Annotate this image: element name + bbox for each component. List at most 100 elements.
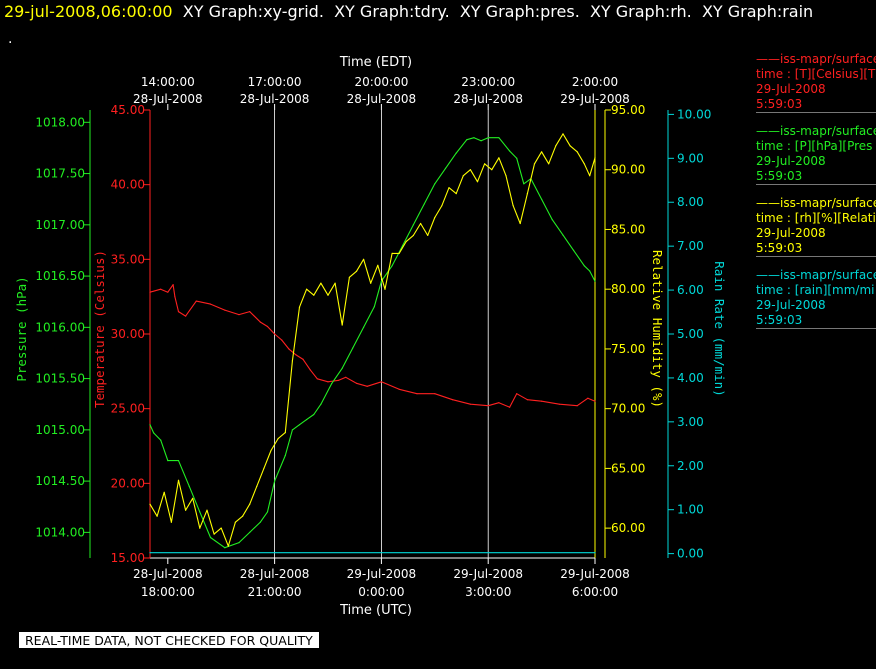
temperature-data-point [366, 385, 368, 387]
x-edt-tick-date: 28-Jul-2008 [240, 92, 310, 106]
legend-entry-humidity: ——iss-mapr/surface time : [rh][%][Relati 2… [756, 196, 876, 257]
rain-tick-label: 7.00 [677, 239, 704, 253]
humidity-data-point [541, 151, 543, 153]
x-axis-title-edt: Time (EDT) [339, 55, 412, 70]
temperature-data-point [345, 376, 347, 378]
x-utc-tick-time: 21:00:00 [248, 585, 302, 599]
humidity-data-point [512, 205, 514, 207]
humidity-data-point [583, 163, 585, 165]
humidity-data-point [313, 294, 315, 296]
pressure-data-point [480, 140, 482, 142]
pressure-data-point [516, 157, 518, 159]
humidity-data-point [384, 288, 386, 290]
humidity-data-point [355, 270, 358, 272]
tab-xy-grid[interactable]: XY Graph:xy-grid. [182, 2, 324, 21]
rain-tick-label: 4.00 [677, 371, 704, 385]
legend-var: time : [P][hPa][Pres [756, 139, 873, 153]
tab-tdry[interactable]: XY Graph:tdry. [334, 2, 450, 21]
humidity-data-point [170, 521, 172, 523]
temperature-data-point [309, 369, 311, 371]
humidity-data-point [441, 205, 443, 207]
temperature-data-point [316, 378, 318, 380]
temperature-tick-label: 45.00 [111, 103, 145, 117]
temperature-tick-label: 25.00 [111, 402, 145, 416]
pressure-data-point [583, 265, 585, 267]
legend-line: ——iss-mapr/surface [756, 52, 876, 66]
rain-data-point [149, 552, 151, 554]
pressure-data-point [266, 511, 269, 513]
pressure-data-point [363, 326, 365, 328]
temperature-data-point [469, 403, 471, 405]
tab-rain[interactable]: XY Graph:rain [701, 2, 814, 21]
humidity-data-point [199, 527, 201, 529]
pressure-tick-label: 1015.50 [35, 372, 85, 386]
rain-axis-title: Rain Rate (mm/min) [712, 261, 727, 396]
temperature-data-point [509, 406, 511, 408]
legend-line: ——iss-mapr/surface [756, 196, 876, 210]
temperature-data-point [487, 405, 489, 407]
legend-time: 5:59:03 [756, 97, 803, 111]
humidity-data-point [185, 509, 187, 511]
x-utc-tick-time: 3:00:00 [465, 585, 511, 599]
x-edt-tick-time: 20:00:00 [354, 75, 408, 89]
pressure-data-point [412, 224, 414, 226]
x-utc-tick-date: 29-Jul-2008 [560, 567, 630, 581]
temperature-data-point [498, 402, 500, 404]
rain-data-point [594, 552, 596, 554]
rain-tick-label: 8.00 [677, 195, 704, 209]
temperature-tick-label: 35.00 [111, 252, 145, 266]
temperature-data-point [259, 321, 261, 323]
x-utc-tick-date: 29-Jul-2008 [453, 567, 523, 581]
pressure-data-point [224, 547, 226, 549]
quality-disclaimer: REAL-TIME DATA, NOT CHECKED FOR QUALITY [19, 632, 319, 648]
temperature-data-point [274, 333, 276, 335]
pressure-data-point [284, 454, 286, 457]
temperature-data-point [526, 399, 529, 401]
temperature-data-point [249, 311, 251, 313]
temperature-data-point [238, 314, 240, 316]
legend-time: 5:59:03 [756, 169, 803, 183]
humidity-data-point [576, 151, 578, 153]
pressure-data-point [498, 137, 500, 139]
temperature-data-point [302, 358, 304, 360]
temperature-data-point [416, 393, 418, 395]
humidity-data-point [462, 175, 464, 177]
x-edt-tick-time: 14:00:00 [141, 75, 195, 89]
pressure-data-point [199, 511, 201, 513]
humidity-data-point [291, 360, 293, 362]
pressure-data-point [177, 460, 180, 462]
pressure-tick-label: 1015.00 [35, 423, 85, 437]
pressure-data-point [160, 439, 162, 441]
pressure-tick-label: 1014.50 [35, 474, 85, 488]
pressure-data-point [291, 429, 293, 431]
humidity-data-point [484, 163, 486, 165]
legend-time: 5:59:03 [756, 313, 803, 327]
pressure-data-point [594, 280, 596, 282]
temperature-data-point [587, 397, 589, 399]
pressure-data-point [188, 485, 190, 487]
rain-tick-label: 6.00 [677, 283, 704, 297]
humidity-data-point [498, 157, 500, 159]
pressure-tick-label: 1017.50 [35, 167, 85, 181]
tab-rh[interactable]: XY Graph:rh. [589, 2, 692, 21]
humidity-data-point [149, 503, 151, 505]
temperature-tick-label: 40.00 [111, 178, 145, 192]
humidity-tick-label: 90.00 [611, 163, 645, 177]
humidity-data-point [306, 288, 308, 290]
tab-pres[interactable]: XY Graph:pres. [459, 2, 580, 21]
legend-entry-rain: ——iss-mapr/surface time : [rain][mm/mi 29-… [756, 268, 876, 329]
humidity-data-point [263, 467, 265, 469]
temperature-data-point [224, 309, 226, 311]
pressure-data-point [423, 203, 425, 205]
legend-line: ——iss-mapr/surface [756, 268, 876, 282]
temperature-tick-label: 20.00 [111, 476, 145, 490]
pressure-data-point [380, 280, 382, 282]
temperature-data-point [177, 311, 180, 313]
temperature-data-point [576, 405, 578, 407]
humidity-data-point [569, 145, 571, 147]
pressure-data-point [259, 521, 261, 523]
humidity-data-point [562, 133, 564, 135]
x-edt-tick-date: 28-Jul-2008 [133, 92, 203, 106]
legend-line: ——iss-mapr/surface [756, 124, 876, 138]
